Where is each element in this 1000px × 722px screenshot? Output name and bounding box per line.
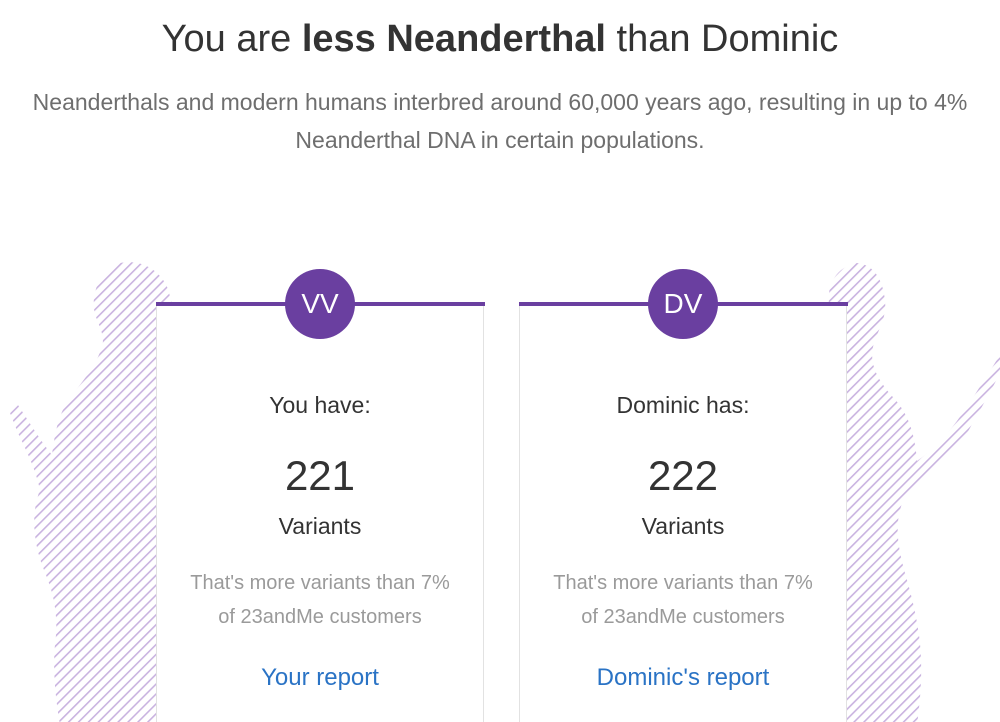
percentile-note-line1: That's more variants than 7% xyxy=(553,572,813,594)
percentile-note: That's more variants than 7% of 23andMe … xyxy=(157,566,483,634)
page-title: You are less Neanderthal than Dominic xyxy=(0,14,1000,64)
comparison-card-dominic: DV Dominic has: 222 Variants That's more… xyxy=(518,269,848,722)
card-label: Dominic has: xyxy=(616,392,750,418)
variant-unit: Variants xyxy=(641,513,725,539)
dominics-report-link[interactable]: Dominic's report xyxy=(596,664,770,691)
percentile-note-line2: of 23andMe customers xyxy=(581,606,785,628)
avatar-dominic: DV xyxy=(648,269,718,339)
neanderthal-silhouette-left xyxy=(10,262,175,722)
variant-unit: Variants xyxy=(278,513,362,539)
title-suffix: than Dominic xyxy=(605,18,839,60)
avatar-you: VV xyxy=(285,269,355,339)
page-subtitle: Neanderthals and modern humans interbred… xyxy=(32,89,968,153)
title-emphasis: less Neanderthal xyxy=(301,18,606,60)
percentile-note: That's more variants than 7% of 23andMe … xyxy=(520,566,846,634)
percentile-note-line2: of 23andMe customers xyxy=(218,606,422,628)
variant-count: 222 xyxy=(647,452,719,499)
neanderthal-silhouette-right xyxy=(825,263,1000,722)
your-report-link[interactable]: Your report xyxy=(261,664,379,691)
card-label: You have: xyxy=(269,392,371,418)
percentile-note-line1: That's more variants than 7% xyxy=(190,572,450,594)
comparison-card-you: VV You have: 221 Variants That's more va… xyxy=(155,269,485,722)
title-prefix: You are xyxy=(161,18,302,60)
variant-count: 221 xyxy=(284,452,356,499)
